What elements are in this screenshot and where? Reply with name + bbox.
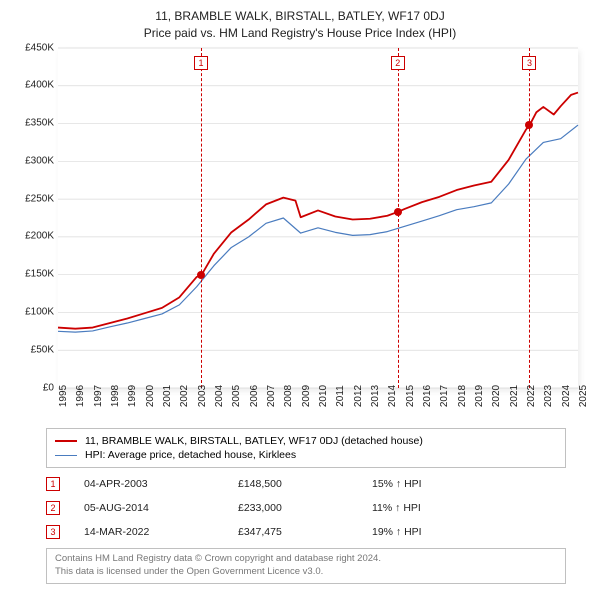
x-tick-label: 2011 bbox=[335, 385, 346, 407]
y-tick-label: £350K bbox=[12, 118, 54, 129]
x-tick-label: 2010 bbox=[318, 384, 329, 406]
chart-svg bbox=[58, 48, 578, 388]
x-tick-label: 2001 bbox=[162, 384, 173, 406]
sales-date: 05-AUG-2014 bbox=[84, 502, 214, 514]
x-tick-label: 1997 bbox=[93, 384, 104, 406]
sale-vline bbox=[529, 48, 530, 388]
y-tick-label: £50K bbox=[12, 344, 54, 355]
x-tick-label: 2025 bbox=[578, 384, 589, 406]
sales-date: 14-MAR-2022 bbox=[84, 526, 214, 538]
legend-row: 11, BRAMBLE WALK, BIRSTALL, BATLEY, WF17… bbox=[55, 434, 557, 448]
sales-marker-box: 1 bbox=[46, 477, 60, 491]
legend-label: 11, BRAMBLE WALK, BIRSTALL, BATLEY, WF17… bbox=[85, 435, 423, 447]
y-tick-label: £100K bbox=[12, 307, 54, 318]
y-tick-label: £0 bbox=[12, 382, 54, 393]
sales-pct: 19% ↑ HPI bbox=[372, 526, 482, 538]
x-tick-label: 2002 bbox=[179, 384, 190, 406]
x-tick-label: 2015 bbox=[405, 384, 416, 406]
chart-container: 11, BRAMBLE WALK, BIRSTALL, BATLEY, WF17… bbox=[0, 0, 600, 590]
x-tick-label: 2007 bbox=[266, 384, 277, 406]
x-tick-label: 2004 bbox=[214, 384, 225, 406]
sales-date: 04-APR-2003 bbox=[84, 478, 214, 490]
legend-row: HPI: Average price, detached house, Kirk… bbox=[55, 448, 557, 462]
y-tick-label: £250K bbox=[12, 193, 54, 204]
x-tick-label: 2021 bbox=[509, 384, 520, 406]
sales-price: £233,000 bbox=[238, 502, 348, 514]
x-tick-label: 2006 bbox=[249, 384, 260, 406]
sales-row: 3 14-MAR-2022 £347,475 19% ↑ HPI bbox=[46, 520, 566, 544]
sales-pct: 15% ↑ HPI bbox=[372, 478, 482, 490]
x-tick-label: 2014 bbox=[387, 384, 398, 406]
y-tick-label: £450K bbox=[12, 42, 54, 53]
y-tick-label: £200K bbox=[12, 231, 54, 242]
footer-line2: This data is licensed under the Open Gov… bbox=[55, 566, 557, 579]
x-tick-label: 1998 bbox=[110, 384, 121, 406]
plot-region bbox=[58, 48, 578, 388]
legend-box: 11, BRAMBLE WALK, BIRSTALL, BATLEY, WF17… bbox=[46, 428, 566, 468]
footer-box: Contains HM Land Registry data © Crown c… bbox=[46, 548, 566, 584]
y-tick-label: £300K bbox=[12, 155, 54, 166]
x-tick-label: 1995 bbox=[58, 384, 69, 406]
title-subtitle: Price paid vs. HM Land Registry's House … bbox=[12, 25, 588, 42]
legend-swatch bbox=[55, 440, 77, 442]
x-tick-label: 2020 bbox=[491, 384, 502, 406]
x-tick-label: 1996 bbox=[75, 384, 86, 406]
x-tick-label: 2023 bbox=[543, 384, 554, 406]
x-tick-label: 2005 bbox=[231, 384, 242, 406]
sale-marker-box: 2 bbox=[391, 56, 405, 70]
sale-point-dot bbox=[525, 121, 533, 129]
sale-vline bbox=[201, 48, 202, 388]
x-tick-label: 2018 bbox=[457, 384, 468, 406]
sale-point-dot bbox=[197, 271, 205, 279]
legend-swatch bbox=[55, 455, 77, 456]
y-tick-label: £400K bbox=[12, 80, 54, 91]
sale-marker-box: 3 bbox=[522, 56, 536, 70]
sales-pct: 11% ↑ HPI bbox=[372, 502, 482, 514]
legend-label: HPI: Average price, detached house, Kirk… bbox=[85, 449, 296, 461]
sale-marker-box: 1 bbox=[194, 56, 208, 70]
sales-row: 1 04-APR-2003 £148,500 15% ↑ HPI bbox=[46, 472, 566, 496]
x-tick-label: 2017 bbox=[439, 384, 450, 406]
chart-area: £0 £50K £100K £150K £200K £250K £300K £350K £400… bbox=[12, 48, 588, 420]
sales-price: £347,475 bbox=[238, 526, 348, 538]
sales-marker-box: 3 bbox=[46, 525, 60, 539]
sale-vline bbox=[398, 48, 399, 388]
x-tick-label: 1999 bbox=[127, 384, 138, 406]
x-tick-label: 2000 bbox=[145, 384, 156, 406]
y-tick-label: £150K bbox=[12, 269, 54, 280]
sale-point-dot bbox=[394, 208, 402, 216]
x-tick-label: 2016 bbox=[422, 384, 433, 406]
sales-table: 1 04-APR-2003 £148,500 15% ↑ HPI 2 05-AUG-201… bbox=[46, 472, 566, 544]
title-address: 11, BRAMBLE WALK, BIRSTALL, BATLEY, WF17… bbox=[12, 8, 588, 25]
x-tick-label: 2003 bbox=[197, 384, 208, 406]
sales-price: £148,500 bbox=[238, 478, 348, 490]
x-tick-label: 2022 bbox=[526, 384, 537, 406]
sales-marker-box: 2 bbox=[46, 501, 60, 515]
x-tick-label: 2012 bbox=[353, 384, 364, 406]
title-block: 11, BRAMBLE WALK, BIRSTALL, BATLEY, WF17… bbox=[12, 8, 588, 42]
x-tick-label: 2019 bbox=[474, 384, 485, 406]
x-tick-label: 2008 bbox=[283, 384, 294, 406]
x-tick-label: 2013 bbox=[370, 384, 381, 406]
x-tick-label: 2024 bbox=[561, 384, 572, 406]
x-tick-label: 2009 bbox=[301, 384, 312, 406]
footer-line1: Contains HM Land Registry data © Crown c… bbox=[55, 553, 557, 566]
sales-row: 2 05-AUG-2014 £233,000 11% ↑ HPI bbox=[46, 496, 566, 520]
